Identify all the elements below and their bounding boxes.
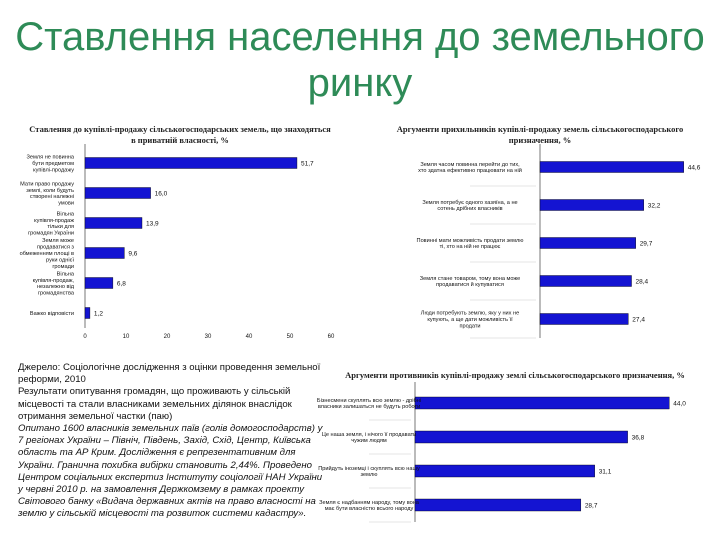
- chart1-category-label-0: Земля не повинна: [27, 155, 75, 161]
- chart2-category-label-2-line-1: ті, хто на ній не працює: [440, 243, 501, 250]
- chart2-bar-3: [539, 275, 632, 287]
- chart1-category-label-3-line-3: руки однієї: [46, 257, 74, 263]
- chart2-bar-2: [539, 237, 636, 249]
- chart2-category-label-4-line-2: продати: [459, 323, 480, 329]
- chart2-value-label-3: 28,4: [636, 279, 649, 286]
- chart1-category-label-2-line-2: тільки для: [47, 224, 74, 230]
- slide-title: Ставлення населення до земельного ринку: [15, 15, 705, 105]
- chart1-bar-4: [84, 277, 114, 289]
- chart1-bar-0: [84, 157, 298, 169]
- chart2-bar-4: [539, 313, 629, 325]
- chart1-category-label-3-line-4: громади: [52, 264, 74, 270]
- chart2-value-label-1: 32,2: [648, 203, 661, 210]
- chart3-category-label-1: Це наша земля, і нічого її продавати: [322, 432, 417, 438]
- chart2-category-label-3: Земля стане товаром, тому вона може: [420, 276, 521, 282]
- chart1-bar-3: [84, 247, 125, 259]
- chart3-value-label-0: 44,0: [673, 401, 686, 408]
- chart-attitude-to-sale: Ставлення до купівлі-продажу сільськогос…: [20, 124, 335, 340]
- chart1-title-2: в приватній власності, %: [131, 135, 229, 145]
- chart1-category-label-4: Вільна: [57, 271, 75, 277]
- chart3-category-label-3-line-1: має бути власністю всього народу: [325, 506, 414, 512]
- chart2-category-label-4: Люди потребують землю, яку у них не: [421, 311, 519, 317]
- chart1-tick-label-3: 30: [205, 334, 212, 340]
- chart2-category-label-4-line-1: купують, а ще дати можливість її: [427, 317, 513, 323]
- chart1-value-label-4: 6,8: [117, 281, 126, 288]
- chart3-value-label-1: 36,8: [632, 435, 645, 442]
- chart1-category-label-4-line-2: незалежно від: [37, 284, 75, 290]
- chart1-category-label-2: Вільна: [57, 211, 75, 217]
- chart1-tick-label-4: 40: [246, 334, 253, 340]
- chart2-value-label-2: 29,7: [640, 241, 653, 248]
- chart3-bar-2: [414, 464, 595, 478]
- chart3-value-label-2: 31,1: [599, 469, 612, 476]
- chart3-category-label-0: Бізнесмени скуплять всю землю - дрібні: [317, 398, 421, 404]
- chart-arguments-for: Аргументи прихильників купівлі-продажу з…: [397, 124, 701, 339]
- chart1-category-label-1-line-1: землі, коли будуть: [26, 188, 74, 194]
- chart1-category-label-3: Земля може: [42, 238, 74, 244]
- chart2-title-2: призначення, %: [509, 135, 571, 145]
- chart1-category-label-1: Мати право продажу: [20, 181, 74, 187]
- chart1-value-label-1: 16,0: [155, 191, 168, 198]
- chart1-tick-label-1: 10: [123, 334, 130, 340]
- chart2-title: Аргументи прихильників купівлі-продажу з…: [397, 124, 684, 134]
- chart1-category-label-4-line-1: купівля-продаж,: [33, 278, 75, 284]
- chart1-tick-label-6: 60: [328, 334, 335, 340]
- chart1-category-label-3-line-1: продаватися з: [37, 245, 74, 251]
- chart2-category-label-1: Земля потребує одного хазяїна, а не: [422, 200, 517, 206]
- chart2-value-label-4: 27,4: [632, 317, 645, 324]
- chart2-category-label-1-line-1: сотень дрібних власників: [437, 206, 502, 212]
- source-line-2: Результати опитування громадян, що прожи…: [18, 386, 292, 422]
- chart1-category-label-5: Важко відповісти: [30, 311, 74, 317]
- chart3-value-label-3: 28,7: [585, 503, 598, 510]
- chart3-category-label-0-line-1: власники залишаться не будуть роботи: [318, 404, 420, 410]
- chart1-tick-label-0: 0: [83, 334, 87, 340]
- chart1-bar-1: [84, 187, 151, 199]
- chart-arguments-against: Аргументи противників купівлі-продажу зе…: [317, 370, 686, 523]
- chart3-category-label-2-line-1: землю: [361, 472, 378, 478]
- chart3-title: Аргументи противників купівлі-продажу зе…: [345, 370, 685, 380]
- chart1-bar-2: [84, 217, 143, 229]
- chart2-bar-0: [539, 161, 684, 173]
- chart2-category-label-3-line-1: продаватися й купуватися: [436, 281, 504, 288]
- chart1-category-label-1-line-2: створені належні: [30, 194, 74, 200]
- source-line-1: Джерело: Соціологічне дослідження з оцін…: [18, 362, 321, 386]
- chart1-bar-5: [84, 307, 91, 319]
- chart1-category-label-2-line-1: купівля-продаж: [34, 218, 74, 224]
- chart3-bar-3: [414, 498, 582, 512]
- chart1-value-label-2: 13,9: [146, 221, 159, 228]
- chart3-bar-1: [414, 430, 628, 444]
- chart2-category-label-2: Повинні мати можливість продати землю: [417, 238, 524, 244]
- chart1-category-label-0-line-2: купівлі-продажу: [33, 167, 74, 173]
- chart1-title: Ставлення до купівлі-продажу сільськогос…: [29, 124, 331, 134]
- chart1-value-label-3: 9,6: [128, 251, 137, 258]
- chart1-category-label-4-line-3: громадянства: [38, 291, 75, 297]
- chart1-category-label-2-line-3: громадян України: [28, 231, 74, 237]
- chart1-tick-label-2: 20: [164, 334, 171, 340]
- chart3-category-label-3: Земля є надбанням народу, тому вона: [319, 500, 420, 506]
- chart3-bar-0: [414, 396, 670, 410]
- chart3-category-label-2: Прийдуть іноземці і скуплять всю нашу: [318, 465, 420, 472]
- chart1-value-label-0: 51,7: [301, 161, 314, 168]
- chart1-category-label-0-line-1: бути предметом: [32, 161, 74, 167]
- chart2-category-label-0: Земля часом повинна перейти до тих,: [420, 161, 520, 168]
- chart2-value-label-0: 44,6: [688, 165, 701, 172]
- chart1-category-label-3-line-2: обмеженням площі в: [20, 251, 74, 257]
- chart2-category-label-0-line-1: хто здатна ефективно працювати на ній: [418, 167, 522, 174]
- chart1-tick-label-5: 50: [287, 334, 294, 340]
- source-note: Джерело: Соціологічне дослідження з оцін…: [18, 362, 323, 521]
- chart3-category-label-1-line-1: чужим людям: [351, 438, 387, 444]
- chart2-bar-1: [539, 199, 644, 211]
- chart1-value-label-5: 1,2: [94, 311, 103, 318]
- source-line-3: Опитано 1600 власників земельних паїв (г…: [18, 423, 323, 520]
- chart1-category-label-1-line-3: умови: [58, 201, 74, 207]
